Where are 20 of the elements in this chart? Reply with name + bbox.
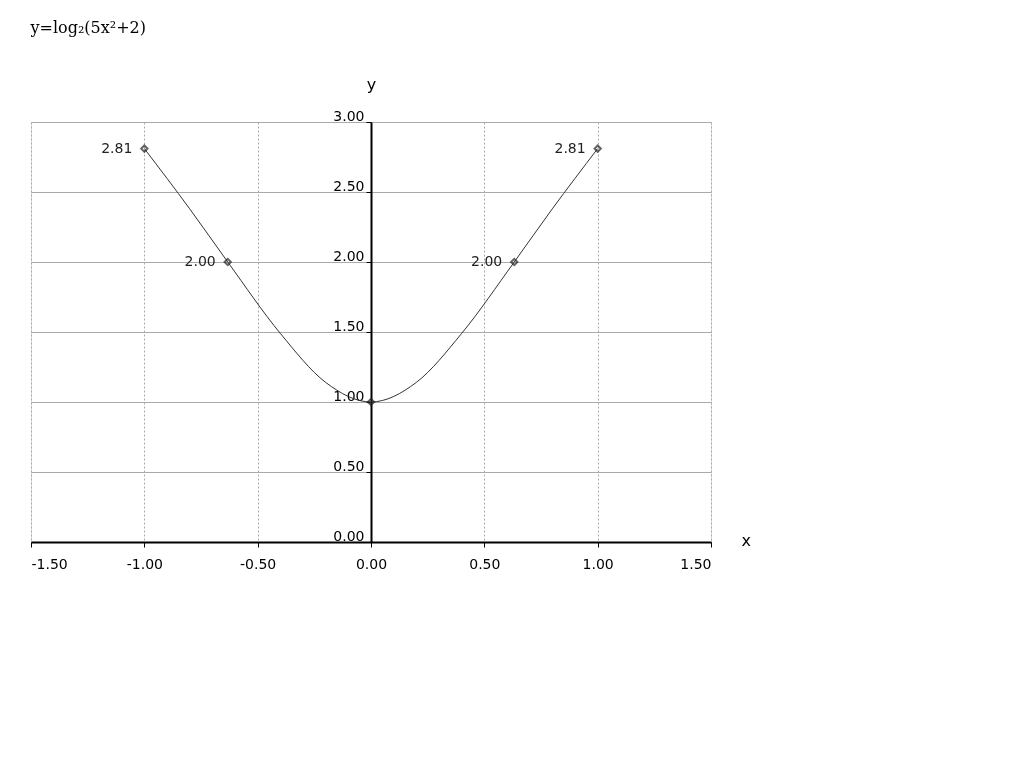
x-tick-label: 0.00	[355, 555, 388, 572]
chart-title: y=log₂(5x²+2)	[29, 18, 147, 37]
x-tick-label: -1.50	[31, 555, 68, 572]
y-tick-label: 0.00	[333, 527, 365, 544]
data-label: 2.81	[101, 139, 133, 156]
y-tick-label: 2.50	[333, 177, 365, 194]
y-tick-label: 3.00	[333, 107, 365, 124]
x-tick-label: 1.50	[680, 555, 712, 572]
x-tick-label: 0.50	[469, 555, 501, 572]
y-tick-label: 0.50	[333, 457, 365, 474]
y-tick-label: 1.50	[333, 317, 365, 334]
x-axis-title: x	[741, 530, 751, 550]
x-tick-label: -1.00	[126, 555, 163, 572]
x-tick-label: -0.50	[240, 555, 277, 572]
y-tick-label: 2.00	[333, 247, 365, 264]
data-label: 2.81	[554, 139, 586, 156]
x-tick-label: 1.00	[582, 555, 614, 572]
y-axis-title: y	[366, 74, 377, 94]
data-label: 2.00	[184, 253, 216, 269]
data-label: 2.00	[471, 253, 503, 269]
